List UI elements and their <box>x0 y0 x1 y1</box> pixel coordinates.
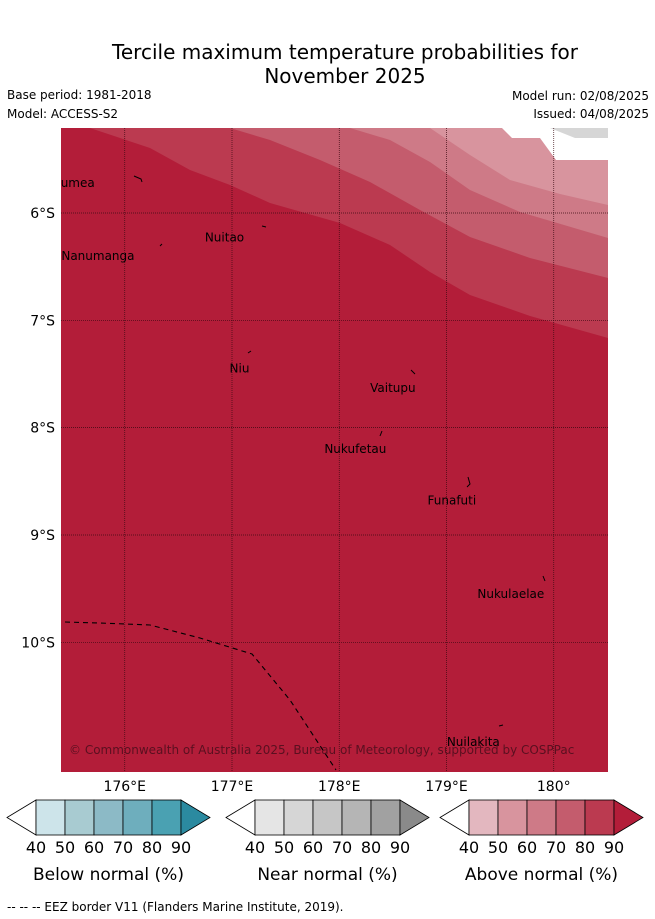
place-label: Nukulaelae <box>477 587 544 601</box>
place-label: Nukufetau <box>324 442 386 456</box>
colorbar-tick-label: 90 <box>390 838 410 857</box>
place-label: Nanumanga <box>61 249 134 263</box>
colorbar-tick-label: 50 <box>274 838 294 857</box>
issued-date: Issued: 04/08/2025 <box>533 107 649 121</box>
lat-tick-label: 7°S <box>30 313 55 329</box>
map-title: Tercile maximum temperature probabilitie… <box>0 40 655 88</box>
eez-border <box>64 621 337 771</box>
colorbar-2: 40 50 60 70 80 90 Above normal (%) <box>439 799 644 885</box>
colorbar-tick-label: 70 <box>546 838 566 857</box>
colorbar-tick-label: 80 <box>575 838 595 857</box>
place-label: Funafuti <box>428 494 477 508</box>
colorbar-segment <box>151 799 182 836</box>
colorbar-tick-label: 50 <box>488 838 508 857</box>
base-period: Base period: 1981-2018 <box>7 88 152 102</box>
colorbar-segment <box>283 799 314 836</box>
near-normal-area <box>550 128 608 138</box>
probability-map[interactable]: Nanumea Nuitao Nanumanga Niu Vaitupu Nukufeta… <box>0 0 655 900</box>
colorbar-tick-label: 50 <box>55 838 75 857</box>
colorbar-over-triangle <box>613 799 644 836</box>
colorbar-segment <box>370 799 401 836</box>
colorbar-segment <box>254 799 285 836</box>
colorbar-under-triangle <box>6 799 37 836</box>
colorbar-tick-label: 70 <box>332 838 352 857</box>
copyright-notice: © Commonwealth of Australia 2025, Bureau… <box>69 743 574 757</box>
colorbar-tick-label: 40 <box>459 838 479 857</box>
colorbar-tick-label: 90 <box>604 838 624 857</box>
colorbar-under-triangle <box>225 799 256 836</box>
title-line-2: November 2025 <box>264 64 426 88</box>
place-label: Nanumea <box>37 176 95 190</box>
gridlines <box>61 128 608 772</box>
colorbar-over-triangle <box>180 799 211 836</box>
place-labels: Nanumea Nuitao Nanumanga Niu Vaitupu Nukufeta… <box>37 176 544 749</box>
lon-tick-label: 180° <box>537 779 571 795</box>
colorbar-segment <box>526 799 557 836</box>
lat-tick-label: 10°S <box>21 635 55 651</box>
model-run: Model run: 02/08/2025 <box>511 89 649 103</box>
title-line-1: Tercile maximum temperature probabilitie… <box>112 40 578 64</box>
island-outlines <box>133 175 546 727</box>
colorbar-segment <box>497 799 528 836</box>
colorbar-label: Above normal (%) <box>465 865 618 885</box>
place-label: Nuitao <box>205 231 244 245</box>
colorbar-tick-label: 80 <box>361 838 381 857</box>
colorbar-tick-label: 60 <box>84 838 104 857</box>
colorbar-tick-label: 60 <box>303 838 323 857</box>
colorbar-tick-label: 40 <box>245 838 265 857</box>
colorbar-segment <box>341 799 372 836</box>
lon-tick-label: 178°E <box>318 779 361 795</box>
lat-tick-label: 6°S <box>30 206 55 222</box>
model-name: Model: ACCESS-S2 <box>7 107 119 121</box>
colorbar-segment <box>312 799 343 836</box>
colorbar-segment <box>468 799 499 836</box>
lat-tick-label: 9°S <box>30 528 55 544</box>
colorbar-label: Below normal (%) <box>33 865 184 885</box>
colorbar-segment <box>122 799 153 836</box>
colorbar-0: 40 50 60 70 80 90 Below normal (%) <box>6 799 211 885</box>
colorbar-tick-label: 60 <box>517 838 537 857</box>
place-label: Niu <box>230 362 250 376</box>
colorbar-tick-label: 70 <box>113 838 133 857</box>
place-label: Vaitupu <box>370 381 416 395</box>
lon-tick-label: 176°E <box>103 779 146 795</box>
place-label: Nuilakita <box>447 735 500 749</box>
lon-tick-label: 179°E <box>425 779 468 795</box>
lat-tick-label: 8°S <box>30 421 55 437</box>
colorbar-tick-label: 80 <box>142 838 162 857</box>
colorbar-legends: 40 50 60 70 80 90 Below normal (%) 40 50 60 70 80 90… <box>6 799 644 885</box>
lon-tick-label: 177°E <box>211 779 254 795</box>
colorbar-tick-label: 90 <box>171 838 191 857</box>
longitude-labels: 176°E 177°E 178°E 179°E 180° <box>103 779 570 795</box>
colorbar-segment <box>64 799 95 836</box>
colorbar-under-triangle <box>439 799 470 836</box>
eez-legend-note: -- -- -- EEZ border V11 (Flanders Marine… <box>7 900 344 914</box>
colorbar-tick-label: 40 <box>26 838 46 857</box>
colorbar-1: 40 50 60 70 80 90 Near normal (%) <box>225 799 430 885</box>
colorbar-segment <box>35 799 66 836</box>
colorbar-segment <box>584 799 615 836</box>
colorbar-segment <box>93 799 124 836</box>
colorbar-segment <box>555 799 586 836</box>
latitude-labels: 6°S 7°S 8°S 9°S 10°S <box>21 206 55 651</box>
colorbar-label: Near normal (%) <box>257 865 397 885</box>
colorbar-over-triangle <box>399 799 430 836</box>
map-area: Nanumea Nuitao Nanumanga Niu Vaitupu Nukufeta… <box>37 128 608 772</box>
